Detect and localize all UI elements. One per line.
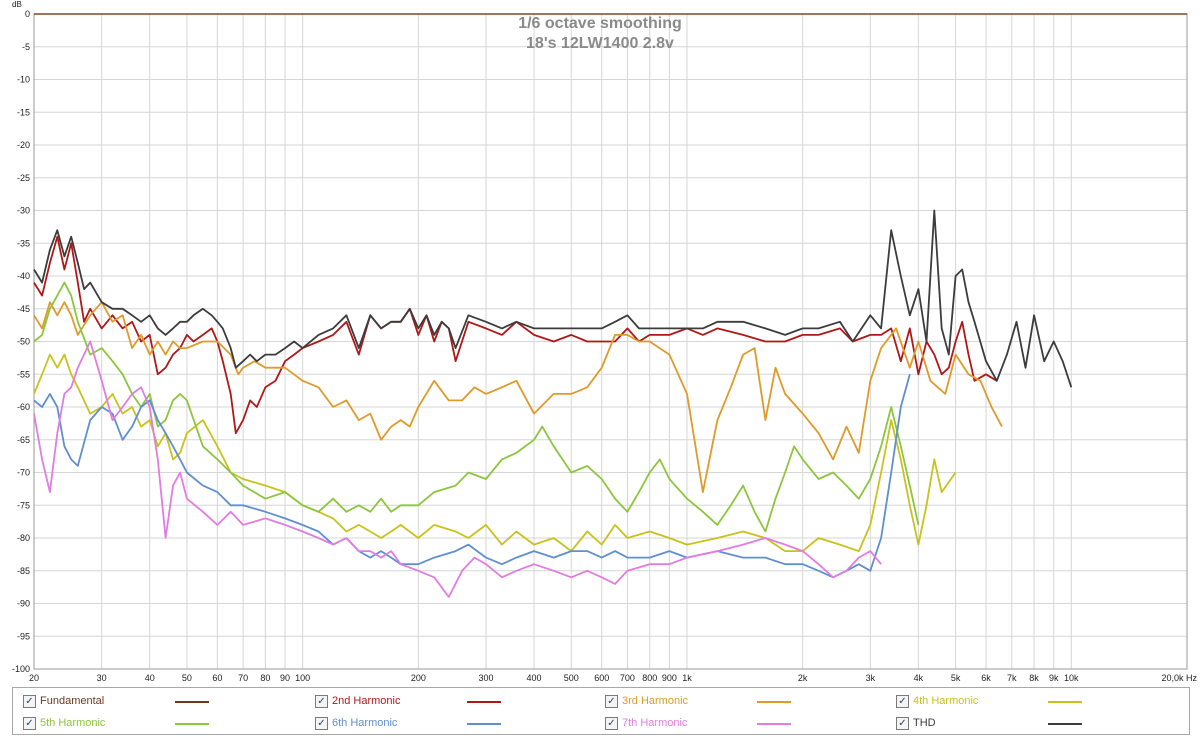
y-tick-label: -5 [22, 42, 30, 52]
y-tick-label: -70 [17, 468, 30, 478]
x-tick-label: 100 [295, 673, 310, 683]
legend-swatch [467, 701, 501, 703]
legend-checkbox[interactable]: ✓ [896, 717, 909, 730]
x-tick-label: 700 [620, 673, 635, 683]
x-tick-label: 3k [866, 673, 876, 683]
x-tick-label: 200 [411, 673, 426, 683]
legend-checkbox[interactable]: ✓ [315, 717, 328, 730]
y-tick-label: -60 [17, 402, 30, 412]
legend-swatch [757, 701, 791, 703]
x-tick-label: 70 [238, 673, 248, 683]
y-tick-label: -20 [17, 140, 30, 150]
x-tick-label: 10k [1064, 673, 1079, 683]
x-axis-tick-labels: 20 30 40 50 60 70 80 90 100 200 300 400 500 600 700 800… [29, 673, 1197, 683]
y-tick-label: -15 [17, 107, 30, 117]
y-tick-label: -25 [17, 173, 30, 183]
x-tick-label: 800 [642, 673, 657, 683]
series-lines [33, 209, 1073, 598]
legend-checkbox[interactable]: ✓ [605, 695, 618, 708]
plot-area: 0 -5 -10 -15 -20 -25 -30 -35 -40 -45 -50 -55 -60 -65 -… [12, 0, 1198, 683]
x-tick-label: 900 [662, 673, 677, 683]
legend-checkbox[interactable]: ✓ [23, 717, 36, 730]
legend-label: THD [913, 717, 936, 729]
x-tick-label: 80 [260, 673, 270, 683]
grid-lines [33, 13, 1188, 670]
legend-label: 4th Harmonic [913, 695, 979, 707]
y-tick-label: -80 [17, 533, 30, 543]
legend-swatch [175, 723, 209, 725]
legend-checkbox[interactable]: ✓ [605, 717, 618, 730]
x-tick-label: 2k [798, 673, 808, 683]
legend-checkbox[interactable]: ✓ [23, 695, 36, 708]
x-tick-label: 6k [981, 673, 991, 683]
series-line-3rd-harmonic [33, 301, 1003, 493]
x-tick-label: 9k [1049, 673, 1059, 683]
y-axis-tick-labels: 0 -5 -10 -15 -20 -25 -30 -35 -40 -45 -50 -55 -60 -65 -… [12, 9, 30, 674]
series-line-2nd-harmonic [33, 235, 998, 435]
legend-label: 5th Harmonic [40, 717, 106, 729]
y-tick-label: -65 [17, 435, 30, 445]
y-tick-label: -50 [17, 337, 30, 347]
y-tick-label: -40 [17, 271, 30, 281]
x-tick-label: 8k [1029, 673, 1039, 683]
legend-checkbox[interactable]: ✓ [896, 695, 909, 708]
x-tick-label: 4k [914, 673, 924, 683]
y-tick-label: -55 [17, 369, 30, 379]
y-tick-label: 0 [25, 9, 30, 19]
legend-label: 3rd Harmonic [622, 695, 689, 707]
x-tick-label: 20 [29, 673, 39, 683]
series-line-4th-harmonic [33, 353, 957, 552]
series-line-thd [33, 209, 1073, 388]
x-tick-label: 600 [594, 673, 609, 683]
legend: ✓ Fundamental ✓ 2nd Harmonic ✓ 3rd Harmo… [12, 687, 1190, 735]
legend-swatch [757, 723, 791, 725]
legend-swatch [1048, 723, 1082, 725]
legend-label: 7th Harmonic [622, 717, 688, 729]
series-line-7th-harmonic [33, 340, 882, 598]
y-tick-label: -85 [17, 566, 30, 576]
y-tick-label: -100 [12, 664, 30, 674]
y-tick-label: -35 [17, 238, 30, 248]
y-tick-label: -95 [17, 631, 30, 641]
legend-swatch [1048, 701, 1082, 703]
y-tick-label: -30 [17, 206, 30, 216]
x-tick-label: 40 [145, 673, 155, 683]
x-tick-label: 20,0k Hz [1161, 673, 1197, 683]
y-tick-label: -90 [17, 599, 30, 609]
legend-swatch [175, 701, 209, 703]
legend-label: 2nd Harmonic [332, 695, 401, 707]
x-tick-label: 50 [182, 673, 192, 683]
x-tick-label: 30 [97, 673, 107, 683]
x-tick-label: 400 [527, 673, 542, 683]
x-tick-label: 60 [212, 673, 222, 683]
y-tick-label: -10 [17, 75, 30, 85]
legend-label: Fundamental [40, 695, 105, 707]
x-tick-label: 500 [564, 673, 579, 683]
chart-title: 1/6 octave smoothing [518, 15, 682, 32]
x-tick-label: 5k [951, 673, 961, 683]
series-line-6th-harmonic [33, 374, 911, 579]
chart-subtitle: 18's 12LW1400 2.8v [526, 35, 674, 52]
x-tick-label: 300 [478, 673, 493, 683]
x-tick-label: 1k [682, 673, 692, 683]
legend-label: 6th Harmonic [332, 717, 398, 729]
y-tick-label: -75 [17, 500, 30, 510]
x-tick-label: 7k [1007, 673, 1017, 683]
legend-checkbox[interactable]: ✓ [315, 695, 328, 708]
y-tick-label: -45 [17, 304, 30, 314]
y-unit-label: dB [12, 0, 22, 9]
legend-swatch [467, 723, 501, 725]
x-tick-label: 90 [280, 673, 290, 683]
